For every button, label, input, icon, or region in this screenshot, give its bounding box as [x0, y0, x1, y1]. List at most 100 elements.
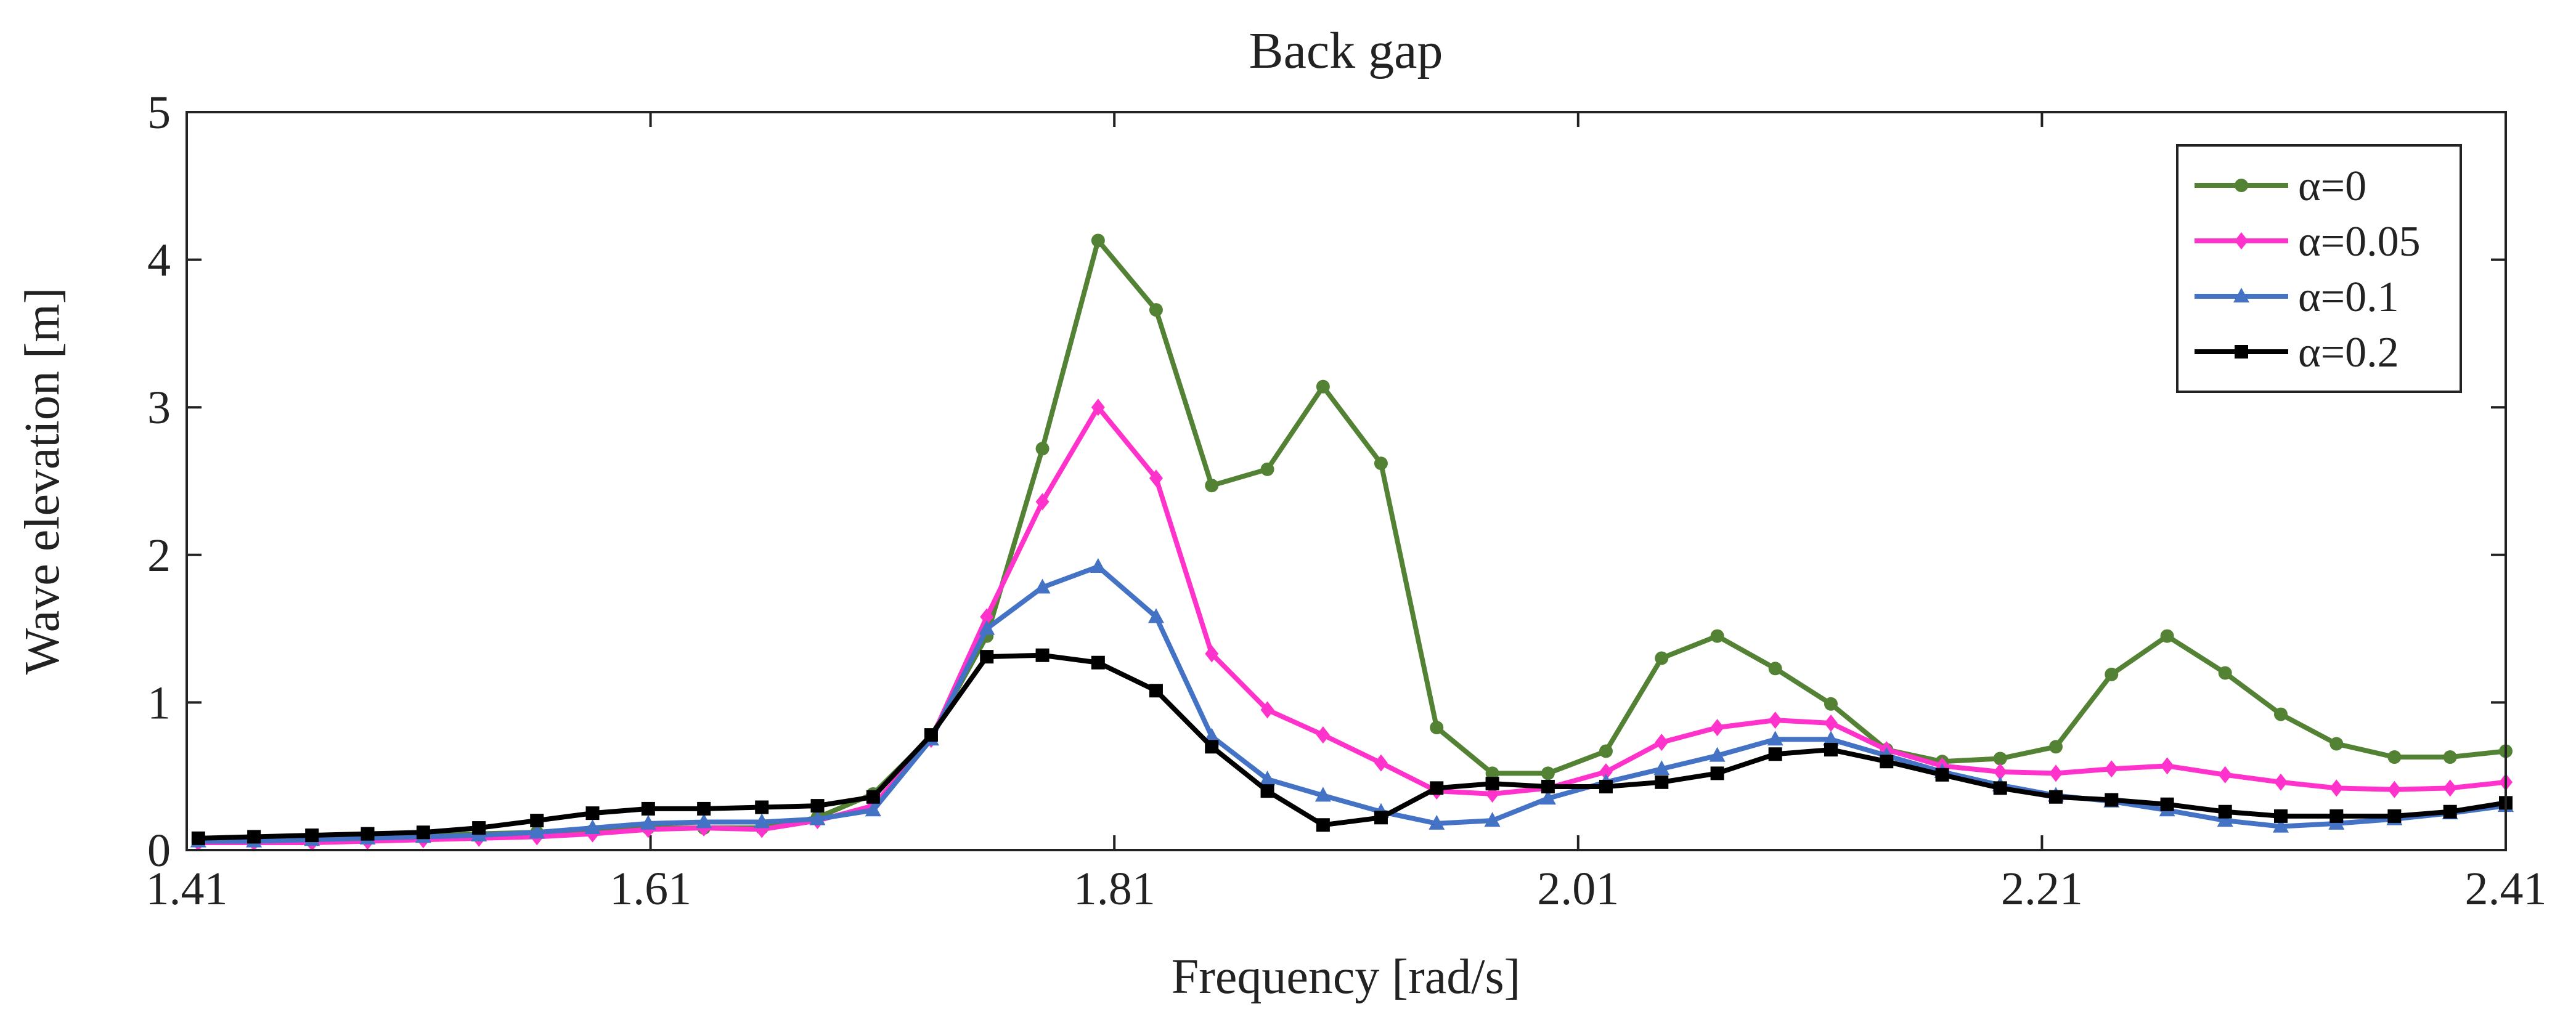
- marker: [1485, 766, 1499, 780]
- marker: [924, 728, 938, 742]
- marker: [2272, 817, 2289, 833]
- marker: [1374, 754, 1388, 772]
- marker: [697, 801, 711, 816]
- legend-label: α=0.1: [2298, 273, 2399, 321]
- marker: [2233, 288, 2249, 302]
- marker: [866, 790, 880, 804]
- marker: [2235, 345, 2248, 359]
- marker: [980, 650, 994, 664]
- marker: [809, 810, 826, 825]
- marker: [1205, 740, 1219, 754]
- marker: [2329, 809, 2344, 823]
- marker: [530, 814, 544, 828]
- marker: [1260, 462, 1274, 476]
- marker: [2443, 750, 2457, 764]
- x-tick-label: 1.41: [146, 863, 228, 915]
- marker: [1709, 747, 1726, 762]
- x-tick-label: 2.21: [2001, 863, 2083, 915]
- marker: [1149, 303, 1163, 317]
- marker: [2217, 812, 2233, 827]
- marker: [1374, 456, 1388, 471]
- y-tick-label: 2: [147, 530, 171, 581]
- marker: [1824, 697, 1838, 711]
- marker: [1655, 651, 1669, 665]
- marker: [1147, 608, 1164, 623]
- marker: [1204, 727, 1220, 743]
- marker: [2443, 804, 2457, 819]
- y-tick-label: 1: [147, 677, 171, 729]
- marker: [2387, 780, 2402, 798]
- marker: [1035, 442, 1050, 456]
- marker: [1767, 731, 1783, 746]
- marker: [1091, 655, 1105, 670]
- marker: [1259, 770, 1276, 785]
- marker: [2387, 750, 2402, 764]
- marker: [1993, 781, 2007, 795]
- marker: [640, 814, 656, 830]
- marker: [1880, 755, 1894, 769]
- marker: [1205, 645, 1219, 663]
- marker: [980, 608, 994, 626]
- marker: [1316, 818, 1330, 832]
- y-axis-label: Wave elevation [m]: [15, 288, 70, 675]
- marker: [2329, 779, 2344, 797]
- marker: [585, 806, 600, 820]
- marker: [1314, 787, 1331, 802]
- marker: [696, 813, 712, 829]
- marker: [1710, 719, 1724, 737]
- x-tick-label: 2.41: [2465, 863, 2547, 915]
- marker: [1710, 629, 1724, 643]
- marker: [2105, 760, 2119, 778]
- marker: [2329, 737, 2344, 751]
- plot-frame: [185, 111, 2507, 851]
- marker: [2048, 790, 2063, 804]
- marker: [1484, 812, 1501, 827]
- marker: [305, 829, 319, 843]
- marker: [1599, 763, 1613, 781]
- y-tick-label: 4: [147, 235, 171, 286]
- marker: [2160, 629, 2174, 643]
- y-tick-label: 3: [147, 382, 171, 434]
- marker: [1260, 784, 1274, 798]
- marker: [1768, 662, 1782, 676]
- marker: [2218, 804, 2232, 819]
- marker: [1541, 766, 1555, 780]
- marker: [1205, 479, 1219, 493]
- marker: [1993, 752, 2007, 766]
- y-tick-label: 5: [147, 87, 171, 139]
- marker: [641, 801, 655, 816]
- marker: [754, 813, 770, 829]
- marker: [2160, 757, 2174, 775]
- marker: [1768, 747, 1782, 761]
- x-tick-label: 1.61: [609, 863, 691, 915]
- marker: [1710, 766, 1724, 780]
- marker: [1541, 779, 1555, 793]
- marker: [2218, 666, 2232, 680]
- marker: [2273, 707, 2288, 721]
- marker: [1599, 744, 1613, 758]
- marker: [361, 827, 375, 841]
- marker: [1655, 734, 1669, 752]
- legend-label: α=0.2: [2298, 329, 2399, 376]
- marker: [2235, 179, 2248, 192]
- marker: [1090, 557, 1106, 573]
- marker: [1824, 714, 1838, 732]
- marker: [2443, 779, 2457, 797]
- marker: [865, 801, 881, 817]
- x-axis-label: Frequency [rad/s]: [1172, 950, 1520, 1004]
- series-line: [198, 405, 2506, 846]
- marker: [1935, 768, 1949, 782]
- marker: [2048, 764, 2063, 782]
- marker: [2235, 232, 2248, 249]
- series-line: [198, 564, 2506, 844]
- marker: [1599, 779, 1613, 793]
- marker: [1034, 578, 1051, 594]
- marker: [1316, 726, 1330, 744]
- marker: [1824, 743, 1838, 757]
- y-tick-label: 0: [147, 825, 171, 877]
- marker: [1149, 469, 1163, 487]
- series-line: [198, 652, 2506, 841]
- marker: [1768, 711, 1782, 729]
